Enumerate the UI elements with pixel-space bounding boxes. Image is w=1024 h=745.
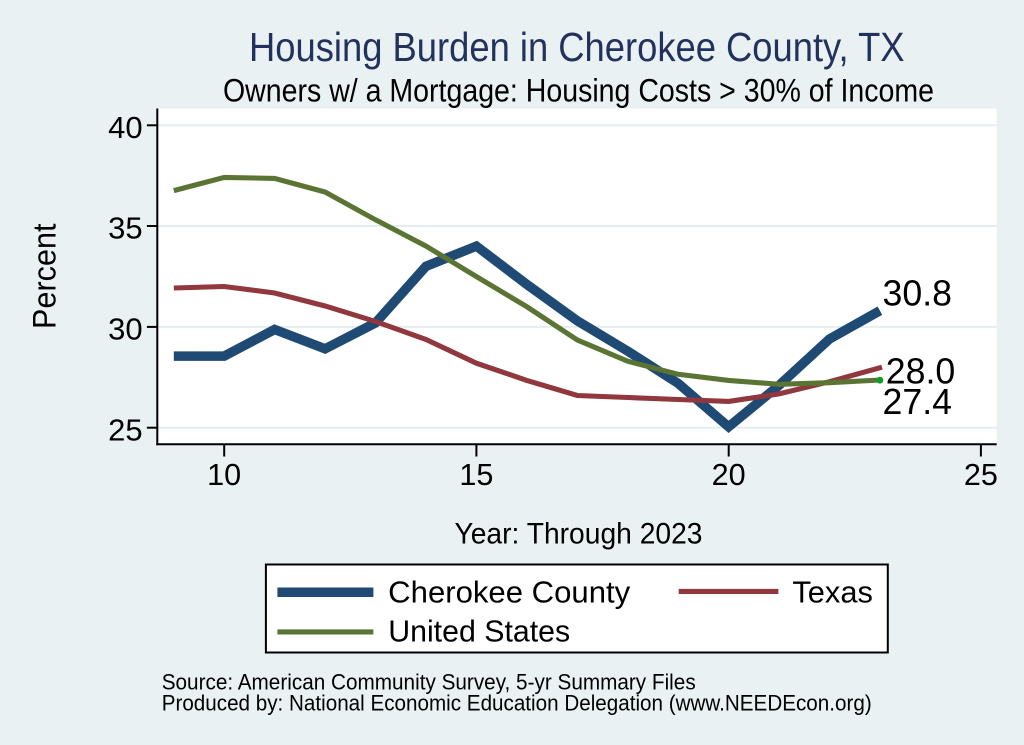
svg-text:Cherokee County: Cherokee County — [388, 574, 631, 609]
svg-text:United States: United States — [388, 614, 570, 649]
svg-text:Produced by: National Economic: Produced by: National Economic Education… — [162, 690, 872, 715]
svg-text:Year: Through 2023: Year: Through 2023 — [455, 518, 703, 551]
svg-text:10: 10 — [207, 458, 241, 492]
svg-text:27.4: 27.4 — [883, 381, 953, 422]
svg-text:25: 25 — [108, 413, 143, 447]
svg-text:30.8: 30.8 — [883, 273, 953, 314]
svg-text:40: 40 — [108, 111, 143, 145]
svg-text:20: 20 — [712, 458, 746, 492]
svg-text:28.0: 28.0 — [886, 351, 956, 392]
svg-text:35: 35 — [108, 212, 143, 246]
svg-text:Percent: Percent — [27, 223, 63, 329]
svg-text:15: 15 — [459, 458, 493, 492]
svg-text:25: 25 — [964, 458, 998, 492]
svg-text:Housing Burden in Cherokee Cou: Housing Burden in Cherokee County, TX — [249, 24, 905, 70]
svg-text:Source: American Community Sur: Source: American Community Survey, 5-yr … — [162, 669, 696, 694]
svg-text:Texas: Texas — [792, 575, 872, 610]
svg-text:30: 30 — [108, 313, 143, 347]
svg-text:Owners w/ a Mortgage: Housing: Owners w/ a Mortgage: Housing Costs > 30… — [223, 72, 934, 108]
